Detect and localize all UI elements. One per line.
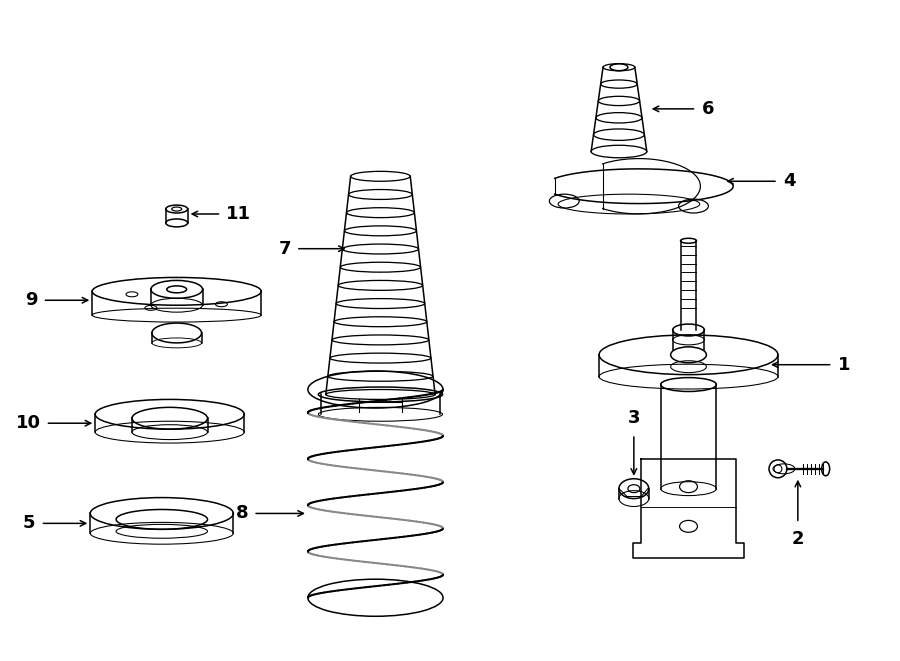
Text: 6: 6 [701, 100, 714, 118]
Text: 11: 11 [227, 205, 251, 223]
Text: 8: 8 [236, 504, 248, 522]
Text: 5: 5 [23, 514, 36, 532]
Text: 2: 2 [792, 530, 804, 549]
Text: 3: 3 [627, 409, 640, 427]
Text: 10: 10 [15, 414, 40, 432]
Text: 7: 7 [278, 240, 291, 258]
Text: 4: 4 [783, 173, 796, 190]
Text: 1: 1 [838, 356, 850, 373]
Text: 9: 9 [25, 292, 38, 309]
